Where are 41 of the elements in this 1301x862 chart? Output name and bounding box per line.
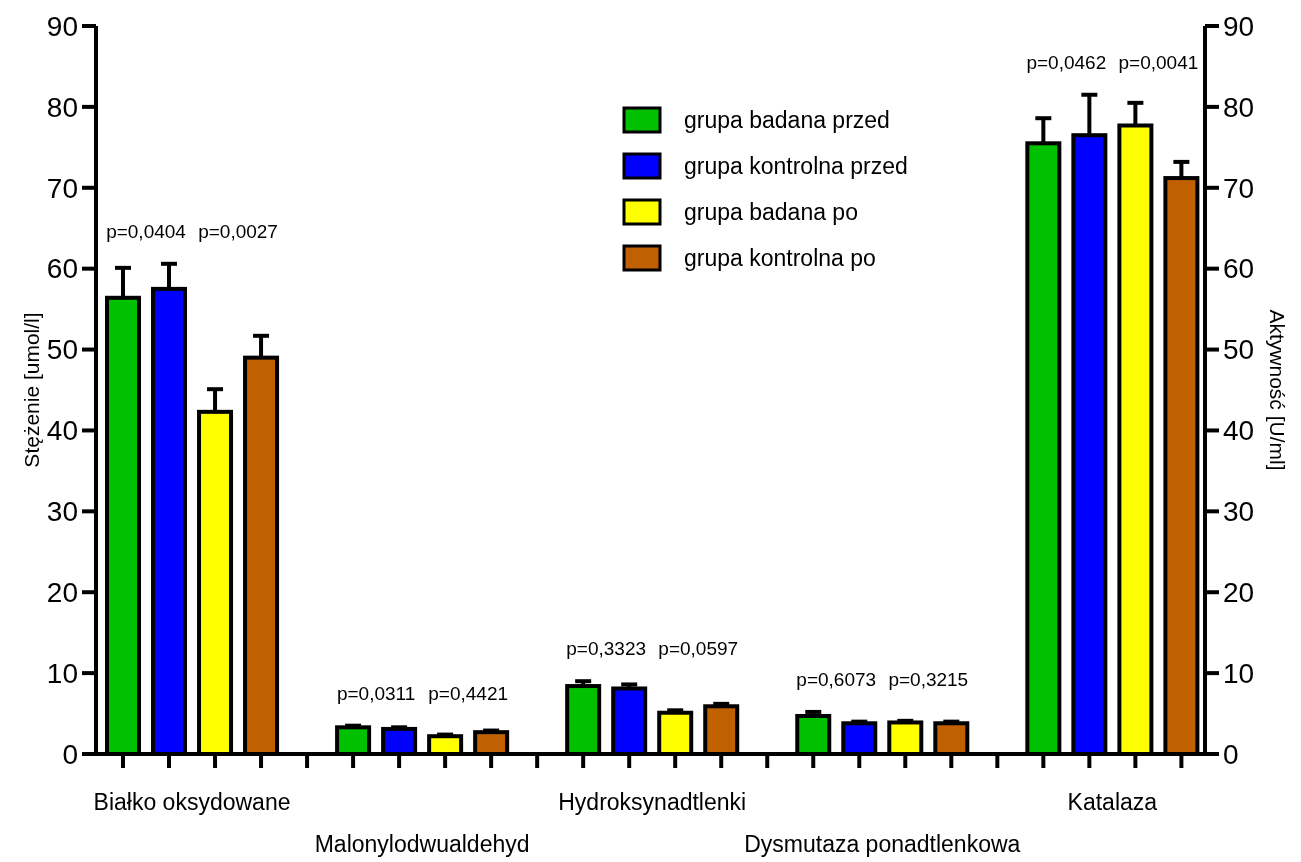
x-tick-label: Malonylodwualdehyd xyxy=(314,831,530,857)
annotation: p=0,0041 xyxy=(1118,51,1199,73)
y-tick-label: 0 xyxy=(62,738,78,770)
y2-tick-label: 90 xyxy=(1223,10,1255,42)
annotation: p=0,0462 xyxy=(1026,51,1107,73)
annotation: p=0,0404 xyxy=(106,220,187,242)
y2-tick-label: 20 xyxy=(1223,577,1255,609)
annotation: p=0,3215 xyxy=(888,668,969,690)
y-tick-label: 70 xyxy=(46,172,78,204)
y-tick-label: 80 xyxy=(46,91,78,123)
y-tick-label: 30 xyxy=(46,496,78,528)
y-tick-label: 20 xyxy=(46,577,78,609)
legend-label: grupa kontrolna po xyxy=(684,245,876,272)
y2-tick-label: 10 xyxy=(1223,657,1255,689)
y2-tick-label: 70 xyxy=(1223,172,1255,204)
y-axis-title: Stężenie [umol/l] xyxy=(19,312,43,468)
legend-label: grupa badana po xyxy=(684,199,858,226)
legend-label: grupa badana przed xyxy=(684,107,890,134)
x-tick-label: Katalaza xyxy=(1067,789,1158,815)
annotation: p=0,4421 xyxy=(428,682,509,704)
annotation: p=0,6073 xyxy=(796,668,877,690)
y-tick-label: 10 xyxy=(46,657,78,689)
x-tick-label: Białko oksydowane xyxy=(93,789,291,815)
y-tick-label: 50 xyxy=(46,334,78,366)
y-tick-label: 40 xyxy=(46,415,78,447)
annotation: p=0,0597 xyxy=(658,638,739,660)
y-tick-label: 90 xyxy=(46,10,78,42)
legend-label: grupa kontrolna przed xyxy=(684,153,908,180)
y2-tick-label: 60 xyxy=(1223,253,1255,285)
annotation: p=0,3323 xyxy=(566,638,647,660)
x-tick-label: Hydroksynadtlenki xyxy=(558,789,747,815)
y2-tick-label: 80 xyxy=(1223,91,1255,123)
y-tick-label: 60 xyxy=(46,253,78,285)
y2-tick-label: 0 xyxy=(1223,738,1239,770)
y2-tick-label: 30 xyxy=(1223,496,1255,528)
annotation: p=0,0311 xyxy=(336,682,416,704)
y2-axis-title: Aktywność [U/ml] xyxy=(1265,309,1289,471)
annotation: p=0,0027 xyxy=(198,220,278,242)
y2-tick-label: 40 xyxy=(1223,415,1255,447)
y2-tick-label: 50 xyxy=(1223,334,1255,366)
x-tick-label: Dysmutaza ponadtlenkowa xyxy=(744,831,1021,857)
